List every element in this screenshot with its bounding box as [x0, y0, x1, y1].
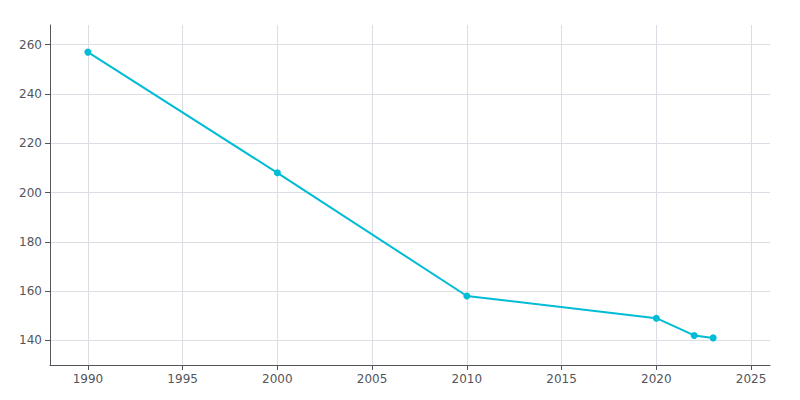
- svg-text:1995: 1995: [167, 372, 198, 386]
- svg-text:200: 200: [19, 186, 42, 200]
- svg-text:2025: 2025: [736, 372, 767, 386]
- svg-text:2020: 2020: [641, 372, 672, 386]
- svg-text:2010: 2010: [452, 372, 483, 386]
- svg-text:240: 240: [19, 87, 42, 101]
- svg-text:2005: 2005: [357, 372, 388, 386]
- svg-text:180: 180: [19, 235, 42, 249]
- svg-text:2015: 2015: [546, 372, 577, 386]
- svg-text:1990: 1990: [73, 372, 104, 386]
- svg-text:160: 160: [19, 284, 42, 298]
- svg-text:2000: 2000: [262, 372, 293, 386]
- svg-text:140: 140: [19, 333, 42, 347]
- svg-text:220: 220: [19, 136, 42, 150]
- svg-text:260: 260: [19, 38, 42, 52]
